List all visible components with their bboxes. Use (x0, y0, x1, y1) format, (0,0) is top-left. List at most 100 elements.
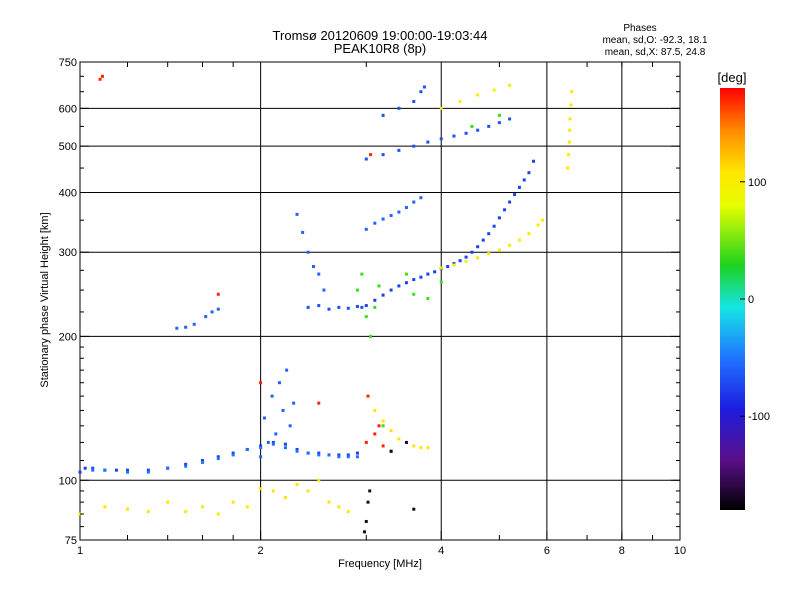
x-tick-label: 8 (619, 545, 625, 557)
data-point (295, 482, 299, 486)
data-point (377, 284, 381, 288)
data-point (412, 100, 416, 104)
data-point (364, 157, 368, 161)
data-point (216, 457, 220, 461)
x-axis-ticks: 1 2 4 6 8 10 (77, 62, 686, 557)
data-point (412, 507, 416, 511)
data-point (536, 223, 540, 227)
data-point (311, 265, 315, 269)
data-point (259, 446, 263, 450)
data-point (532, 159, 536, 163)
data-point (476, 245, 480, 249)
data-point (337, 455, 341, 459)
data-point (363, 530, 367, 534)
data-point (166, 500, 170, 504)
data-point (184, 462, 188, 466)
data-point (527, 171, 531, 175)
data-point (439, 137, 443, 141)
plot-area (79, 61, 681, 541)
data-point (231, 451, 235, 455)
data-point (517, 185, 521, 189)
data-point (464, 131, 468, 135)
data-point (487, 232, 491, 236)
data-point (419, 446, 423, 450)
data-point (389, 288, 393, 292)
data-point (389, 214, 393, 218)
data-point (381, 424, 385, 428)
colorbar-tick-label: 100 (748, 177, 766, 189)
data-point (364, 304, 368, 308)
data-point (327, 500, 331, 504)
data-point (452, 263, 456, 267)
data-point (397, 148, 401, 152)
data-point (78, 470, 82, 474)
x-tick-label: 10 (674, 545, 686, 557)
grid-lines (80, 62, 680, 540)
data-point (458, 259, 462, 263)
x-axis-label: Frequency [MHz] (338, 558, 422, 570)
stats-x-line: mean, sd,X: 87.5, 24.8 (605, 47, 706, 58)
data-point (476, 93, 480, 97)
data-point (567, 140, 571, 144)
data-point (381, 217, 385, 221)
data-point (295, 447, 299, 451)
data-point (283, 496, 287, 500)
data-point (446, 265, 450, 269)
data-point (184, 464, 188, 468)
data-point (470, 124, 474, 128)
data-point (522, 178, 526, 182)
data-point (369, 153, 373, 157)
data-point (381, 444, 385, 448)
data-point (381, 293, 385, 297)
data-point (476, 128, 480, 132)
data-point (355, 451, 359, 455)
data-point (306, 451, 310, 455)
data-point (270, 394, 274, 398)
y-tick-label: 400 (59, 187, 77, 199)
data-point (419, 275, 423, 279)
data-point (364, 315, 368, 319)
data-point (271, 440, 275, 444)
data-point (404, 206, 408, 210)
y-tick-label: 100 (59, 475, 77, 487)
data-point (487, 124, 491, 128)
data-point (216, 307, 220, 311)
data-point (200, 460, 204, 464)
data-point (327, 307, 331, 311)
data-point (283, 442, 287, 446)
data-point (317, 304, 321, 308)
plot-frame (79, 61, 681, 541)
data-point (83, 466, 87, 470)
data-point (346, 455, 350, 459)
data-point (283, 446, 287, 450)
colorbar-tick-label: 0 (748, 294, 754, 306)
data-point (306, 250, 310, 254)
data-point (146, 510, 150, 514)
data-point (274, 432, 278, 436)
data-point (527, 232, 531, 236)
data-point (360, 272, 364, 276)
data-point (439, 280, 443, 284)
data-point (266, 440, 270, 444)
data-point (464, 259, 468, 263)
data-point (216, 292, 220, 296)
data-point (292, 401, 296, 405)
y-tick-label: 750 (59, 57, 77, 69)
data-point (259, 444, 263, 448)
data-point (369, 334, 373, 338)
data-point (216, 455, 220, 459)
data-point (295, 212, 299, 216)
stats-heading: Phases (623, 23, 656, 34)
data-point (346, 306, 350, 310)
data-point (497, 216, 501, 220)
data-point (271, 489, 275, 493)
data-point (259, 381, 263, 385)
data-point (337, 453, 341, 457)
data-point (569, 103, 573, 107)
data-point (373, 298, 377, 302)
data-point (426, 140, 430, 144)
y-tick-label: 500 (59, 141, 77, 153)
data-point (126, 470, 130, 474)
data-point (397, 210, 401, 214)
